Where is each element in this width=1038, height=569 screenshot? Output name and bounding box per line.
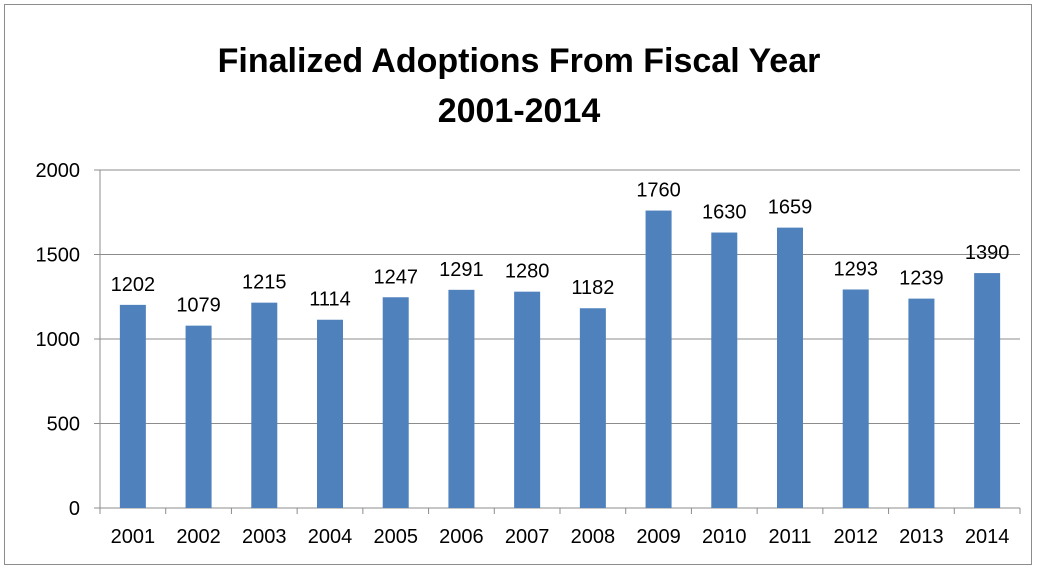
data-label-2013: 1239 (899, 268, 944, 290)
bar-2006 (448, 289, 475, 508)
data-labels: 1202 1079 1215 1114 1247 1291 1280 1182 1760 1630… (111, 180, 1010, 317)
data-label-2003: 1215 (242, 272, 287, 294)
bar-2011 (777, 227, 803, 508)
axes: 0 500 1000 1500 2000 2001 2002 2003 2004 2005 2006… (36, 160, 1021, 548)
x-tick-label-2013: 2013 (899, 526, 944, 548)
data-label-2010: 1630 (702, 202, 747, 224)
data-label-2009: 1760 (636, 180, 681, 202)
bar-2003 (251, 302, 278, 508)
gridlines (100, 169, 1020, 424)
data-label-2004: 1114 (309, 289, 351, 311)
y-tick-label: 1000 (36, 329, 81, 351)
data-label-2005: 1247 (373, 266, 418, 288)
data-label-2012: 1293 (833, 258, 878, 280)
bar-2004 (317, 319, 343, 508)
data-label-2001: 1202 (111, 274, 156, 296)
x-tick-label-2010: 2010 (702, 526, 747, 548)
bar-2005 (382, 297, 409, 508)
chart-title-line-2: 2001-2014 (437, 92, 601, 130)
data-label-2002: 1079 (176, 295, 221, 317)
chart-title-line-1: Finalized Adoptions From Fiscal Year (217, 42, 821, 80)
bars (119, 210, 1001, 508)
bar-2014 (974, 273, 1001, 508)
data-label-2011: 1659 (768, 197, 813, 219)
bar-2010 (711, 232, 738, 508)
x-tick-label-2002: 2002 (176, 526, 221, 548)
y-tick-label: 500 (47, 414, 80, 436)
bar-2007 (514, 291, 541, 508)
x-tick-label-2006: 2006 (439, 526, 484, 548)
bar-2012 (842, 289, 869, 508)
x-tick-label-2014: 2014 (965, 526, 1010, 548)
bar-2001 (119, 304, 146, 508)
x-tick-label-2009: 2009 (636, 526, 681, 548)
x-tick-label-2011: 2011 (768, 526, 811, 548)
x-tick-label-2003: 2003 (242, 526, 287, 548)
bar-2002 (185, 325, 212, 508)
x-tick-label-2008: 2008 (571, 526, 616, 548)
y-tick-label: 2000 (36, 160, 81, 182)
data-label-2006: 1291 (439, 259, 484, 281)
data-label-2007: 1280 (505, 261, 550, 283)
y-tick-label: 1500 (36, 245, 81, 267)
bar-2009 (645, 210, 672, 508)
data-label-2008: 1182 (571, 277, 614, 299)
bar-2013 (908, 298, 935, 508)
bar-2008 (579, 308, 606, 508)
x-tick-label-2001: 2001 (111, 526, 156, 548)
x-tick-label-2004: 2004 (308, 526, 353, 548)
x-tick-label-2005: 2005 (373, 526, 418, 548)
y-tick-label: 0 (69, 498, 80, 520)
data-label-2014: 1390 (965, 242, 1010, 264)
x-tick-label-2007: 2007 (505, 526, 550, 548)
x-tick-label-2012: 2012 (833, 526, 878, 548)
chart-title: Finalized Adoptions From Fiscal Year 200… (0, 36, 1038, 136)
